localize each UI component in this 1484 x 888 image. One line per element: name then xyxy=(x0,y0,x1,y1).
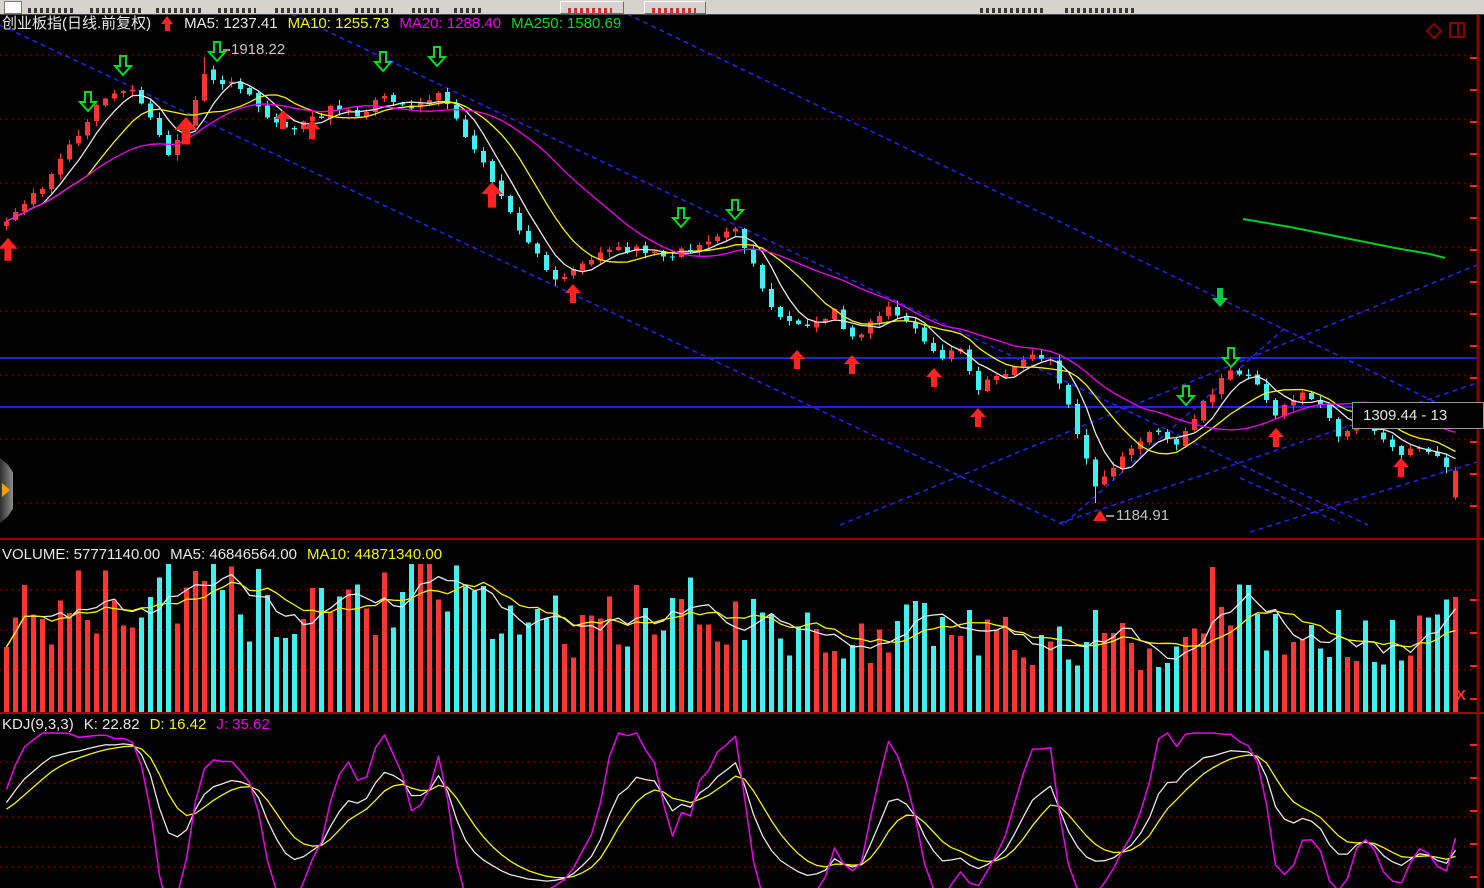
main-chart-header: 创业板指(日线.前复权) MA5: 1237.41 MA10: 1255.73 … xyxy=(2,15,621,32)
left-collapse-tab[interactable] xyxy=(0,458,13,523)
menu-item-stub[interactable] xyxy=(156,8,204,13)
menu-bar[interactable] xyxy=(0,0,1484,15)
up-arrow-icon xyxy=(161,16,174,32)
menu-item-stub[interactable] xyxy=(90,8,142,13)
ma20-value: MA20: 1288.40 xyxy=(399,15,502,32)
expand-arrow-icon xyxy=(2,483,10,497)
menu-item-stub[interactable] xyxy=(412,8,440,13)
price-range-tooltip: 1309.44 - 13 xyxy=(1352,402,1484,429)
menu-item-stub[interactable] xyxy=(218,8,256,13)
kdj-k-value: K: 22.82 xyxy=(83,716,140,733)
ma5-value: MA5: 1237.41 xyxy=(184,15,278,32)
menu-item-stub[interactable] xyxy=(454,8,483,13)
new-document-icon[interactable] xyxy=(4,1,22,14)
ma250-value: MA250: 1580.69 xyxy=(511,15,622,32)
volume-panel-header: VOLUME: 57771140.00 MA5: 46846564.00 MA1… xyxy=(2,546,442,563)
close-indicator-button[interactable]: X xyxy=(1456,687,1467,704)
high-price-label: 1918.22 xyxy=(231,41,286,58)
symbol-title[interactable]: 创业板指(日线.前复权) xyxy=(2,15,152,32)
window-panes-icon[interactable] xyxy=(1449,22,1465,38)
kdj-j-value: J: 35.62 xyxy=(216,716,270,733)
kdj-params-label: KDJ(9,3,3) xyxy=(2,716,74,733)
low-price-label: 1184.91 xyxy=(1116,507,1170,524)
menu-item-stub[interactable] xyxy=(28,8,76,13)
volume-ma10-value: MA10: 44871340.00 xyxy=(306,546,443,563)
menu-item-stub[interactable] xyxy=(1065,8,1136,13)
trade-menu-stub[interactable] xyxy=(652,8,696,13)
menu-item-stub[interactable] xyxy=(980,8,1046,13)
kdj-panel-header: KDJ(9,3,3) K: 22.82 D: 16.42 J: 35.62 xyxy=(2,716,270,733)
kdj-d-value: D: 16.42 xyxy=(149,716,207,733)
volume-ma5-value: MA5: 46846564.00 xyxy=(170,546,297,563)
trade-menu-stub[interactable] xyxy=(568,8,612,13)
ma10-value: MA10: 1255.73 xyxy=(287,15,390,32)
menu-item-stub[interactable] xyxy=(275,8,341,13)
menu-item-stub[interactable] xyxy=(355,8,393,13)
volume-value: VOLUME: 57771140.00 xyxy=(2,546,161,563)
